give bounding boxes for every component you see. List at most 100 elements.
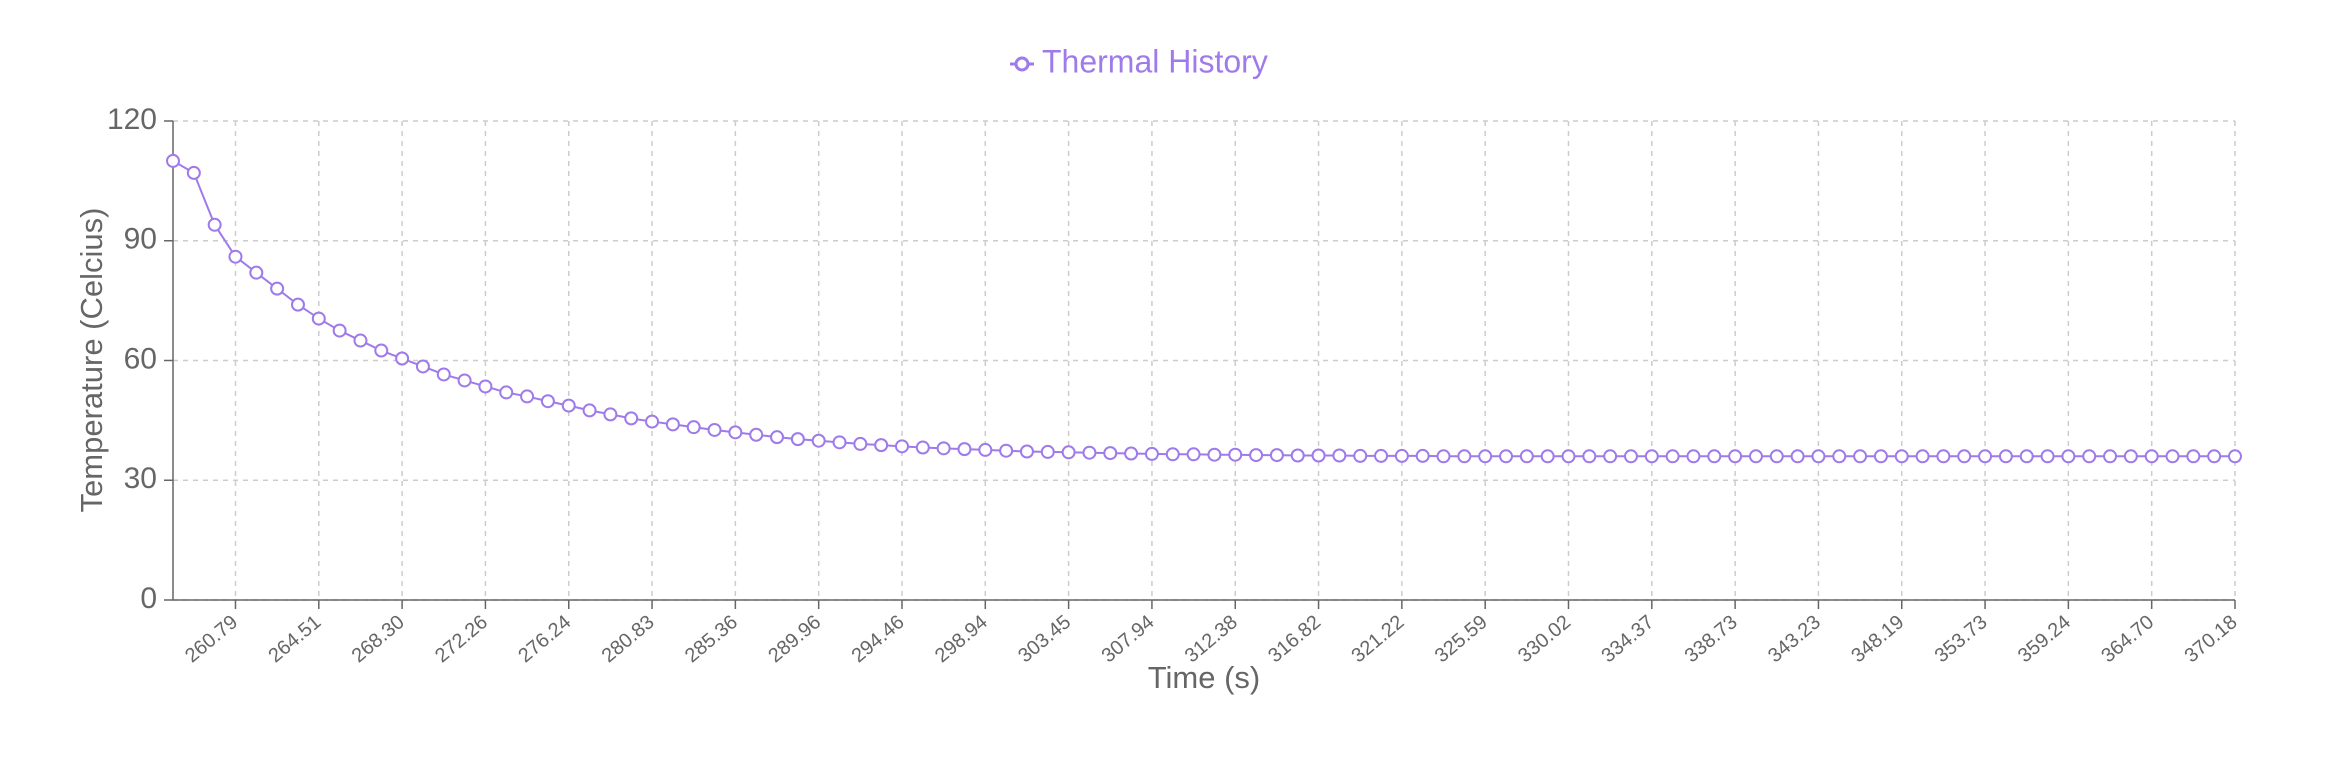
data-point	[1332, 448, 1347, 463]
data-point	[311, 311, 326, 326]
data-point	[2123, 449, 2138, 464]
x-tick-label: 276.24	[514, 611, 575, 667]
data-point	[2144, 449, 2159, 464]
data-point	[1998, 449, 2013, 464]
data-point	[1144, 446, 1159, 461]
data-point	[832, 435, 847, 450]
x-tick-label: 338.73	[1681, 611, 1742, 667]
data-point	[2061, 449, 2076, 464]
data-point	[1290, 448, 1305, 463]
x-tick-label: 312.38	[1181, 611, 1242, 667]
data-point	[853, 436, 868, 451]
data-point	[332, 323, 347, 338]
data-point	[1623, 449, 1638, 464]
data-point	[582, 403, 597, 418]
data-point	[228, 249, 243, 264]
x-tick-label: 334.37	[1597, 611, 1658, 667]
x-tick-label: 303.45	[1014, 611, 1075, 667]
data-point	[2103, 449, 2118, 464]
data-point	[2228, 449, 2242, 464]
y-tick-label: 30	[124, 462, 157, 495]
data-point	[1832, 449, 1847, 464]
data-point	[1686, 449, 1701, 464]
x-tick-label: 294.46	[848, 611, 909, 667]
data-point	[1644, 449, 1659, 464]
data-point	[1540, 449, 1555, 464]
x-tick-label: 268.30	[348, 611, 409, 667]
data-point	[415, 359, 430, 374]
data-point	[2186, 449, 2201, 464]
x-tick-label: 330.02	[1514, 611, 1575, 667]
data-point	[1936, 449, 1951, 464]
data-point	[624, 411, 639, 426]
data-point	[1665, 449, 1680, 464]
data-point	[2165, 449, 2180, 464]
data-point	[1582, 449, 1597, 464]
data-point	[561, 398, 576, 413]
data-point	[290, 297, 305, 312]
data-point	[1061, 445, 1076, 460]
data-point	[1207, 447, 1222, 462]
y-tick-label: 60	[124, 342, 157, 375]
data-point	[1811, 449, 1826, 464]
data-point	[2019, 449, 2034, 464]
data-point	[1353, 448, 1368, 463]
data-point	[1228, 447, 1243, 462]
y-tick-label: 0	[140, 582, 157, 615]
data-point	[540, 394, 555, 409]
data-point	[1019, 444, 1034, 459]
data-point	[1124, 446, 1139, 461]
data-point	[1457, 449, 1472, 464]
x-tick-label: 280.83	[598, 611, 659, 667]
x-tick-label: 364.70	[2097, 611, 2158, 667]
data-point	[1103, 446, 1118, 461]
data-point	[186, 165, 201, 180]
data-point	[1748, 449, 1763, 464]
x-tick-label: 370.18	[2181, 611, 2242, 667]
data-point	[2207, 449, 2222, 464]
series-line	[172, 160, 2235, 458]
data-point	[957, 442, 972, 457]
data-point	[1707, 449, 1722, 464]
data-point	[665, 417, 680, 432]
x-tick-label: 316.82	[1264, 611, 1325, 667]
data-point	[1561, 449, 1576, 464]
data-point	[1269, 448, 1284, 463]
x-tick-label: 307.94	[1098, 611, 1159, 667]
x-tick-label: 298.94	[931, 611, 992, 667]
data-point	[1603, 449, 1618, 464]
data-point	[936, 441, 951, 456]
data-point	[1436, 449, 1451, 464]
x-tick-label: 321.22	[1347, 611, 1408, 667]
y-tick-label: 120	[107, 103, 157, 136]
data-point	[1957, 449, 1972, 464]
data-point	[603, 407, 618, 422]
x-tick-label: 325.59	[1431, 611, 1492, 667]
data-point	[999, 443, 1014, 458]
data-point	[2082, 449, 2097, 464]
data-point	[1082, 445, 1097, 460]
data-point	[1415, 448, 1430, 463]
data-point	[1249, 448, 1264, 463]
data-point	[1478, 449, 1493, 464]
x-tick-label: 348.19	[1847, 611, 1908, 667]
data-point	[1374, 448, 1389, 463]
data-point	[1040, 444, 1055, 459]
data-point	[1894, 449, 1909, 464]
legend-label: Thermal History	[1042, 43, 1268, 79]
data-point	[645, 414, 660, 429]
data-point	[457, 373, 472, 388]
x-tick-label: 285.36	[681, 611, 742, 667]
data-point	[207, 217, 222, 232]
data-point	[436, 367, 451, 382]
data-point	[249, 265, 264, 280]
x-axis-title: Time (s)	[1148, 660, 1261, 695]
data-point	[978, 442, 993, 457]
data-point	[353, 333, 368, 348]
legend-icon	[1014, 56, 1030, 72]
data-point	[1769, 449, 1784, 464]
data-point	[270, 281, 285, 296]
data-point	[1978, 449, 1993, 464]
x-tick-label: 289.96	[764, 611, 825, 667]
